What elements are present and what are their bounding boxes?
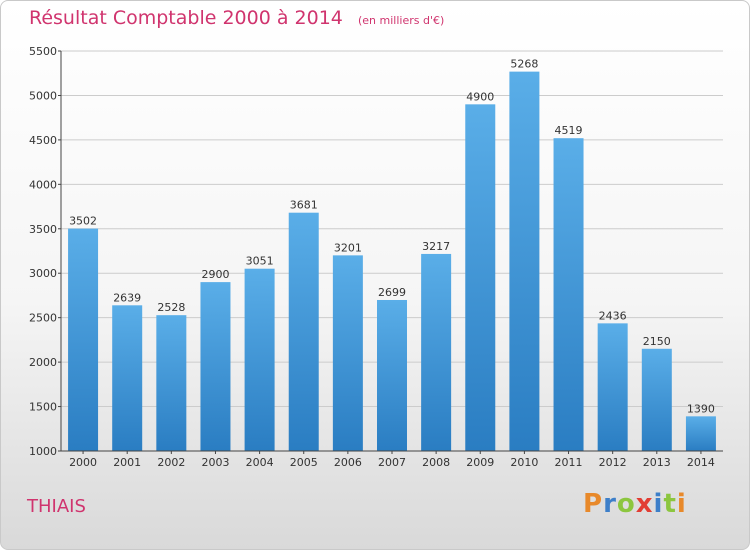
- y-tick-label: 5000: [29, 89, 57, 102]
- chart-subtitle: (en milliers d'€): [357, 14, 445, 27]
- y-tick-label: 1000: [29, 445, 57, 458]
- bar-value-label: 4900: [466, 90, 494, 103]
- bar-value-label: 3681: [290, 199, 318, 212]
- proxiti-logo: Proxiti: [583, 489, 687, 519]
- brand-letter: t: [663, 489, 677, 519]
- bar-value-label: 3201: [334, 241, 362, 254]
- bar-value-label: 2150: [643, 335, 671, 348]
- bar: [465, 104, 496, 451]
- x-tick-label: 2004: [246, 456, 274, 469]
- bar-value-label: 1390: [687, 402, 715, 415]
- y-tick-label: 5500: [29, 45, 57, 58]
- x-tick-label: 2006: [334, 456, 362, 469]
- bar: [156, 315, 187, 451]
- x-tick-label: 2002: [157, 456, 185, 469]
- y-tick-label: 3500: [29, 223, 57, 236]
- brand-letter: P: [583, 489, 604, 519]
- bar-value-label: 2699: [378, 286, 406, 299]
- bar: [685, 416, 716, 451]
- x-tick-label: 2007: [378, 456, 406, 469]
- x-tick-label: 2014: [687, 456, 715, 469]
- x-tick-label: 2003: [201, 456, 229, 469]
- x-tick-label: 2005: [290, 456, 318, 469]
- x-tick-label: 2001: [113, 456, 141, 469]
- x-tick-label: 2011: [555, 456, 583, 469]
- bar: [421, 253, 452, 451]
- bar: [112, 305, 143, 451]
- bar: [641, 348, 672, 451]
- y-tick-label: 2500: [29, 312, 57, 325]
- brand-letter: i: [653, 489, 664, 519]
- chart-title: Résultat Comptable 2000 à 2014: [29, 7, 343, 29]
- bar: [288, 212, 319, 451]
- bar-value-label: 3051: [246, 255, 274, 268]
- y-tick-label: 1500: [29, 401, 57, 414]
- y-tick-label: 2000: [29, 356, 57, 369]
- bar-value-label: 2436: [599, 309, 627, 322]
- x-tick-label: 2012: [599, 456, 627, 469]
- bar: [200, 282, 231, 451]
- bar: [68, 228, 99, 451]
- bar: [332, 255, 363, 451]
- city-name: THIAIS: [27, 496, 86, 517]
- y-tick-label: 3000: [29, 267, 57, 280]
- chart-title-block: Résultat Comptable 2000 à 2014 (en milli…: [29, 7, 444, 29]
- bar: [509, 71, 540, 451]
- bar-value-label: 2900: [201, 268, 229, 281]
- x-tick-label: 2013: [643, 456, 671, 469]
- y-tick-label: 4000: [29, 178, 57, 191]
- bar-layer: 3502 2639 2528 2900 3051 3681 3201 2699 3217 4900…: [68, 58, 716, 451]
- x-tick-label: 2000: [69, 456, 97, 469]
- bar-value-label: 3217: [422, 240, 450, 253]
- brand-letter: r: [603, 489, 617, 519]
- bar-value-label: 4519: [555, 124, 583, 137]
- x-tick-label: 2008: [422, 456, 450, 469]
- brand-letter: o: [616, 489, 636, 519]
- bar-value-label: 5268: [510, 58, 538, 71]
- bar: [553, 138, 584, 451]
- bar: [597, 323, 628, 451]
- bar: [244, 268, 275, 451]
- bar: [377, 299, 407, 451]
- x-tick-label: 2009: [466, 456, 494, 469]
- axis-layer: 1000 1500 2000 2500 3000 3500 4000 4500 5000 5500…: [29, 45, 723, 469]
- y-tick-label: 4500: [29, 134, 57, 147]
- bar-value-label: 2639: [113, 291, 141, 304]
- x-tick-label: 2010: [510, 456, 538, 469]
- brand-letter: x: [635, 489, 654, 519]
- bar-value-label: 2528: [157, 301, 185, 314]
- bar-value-label: 3502: [69, 215, 97, 228]
- brand-letter: i: [676, 489, 687, 519]
